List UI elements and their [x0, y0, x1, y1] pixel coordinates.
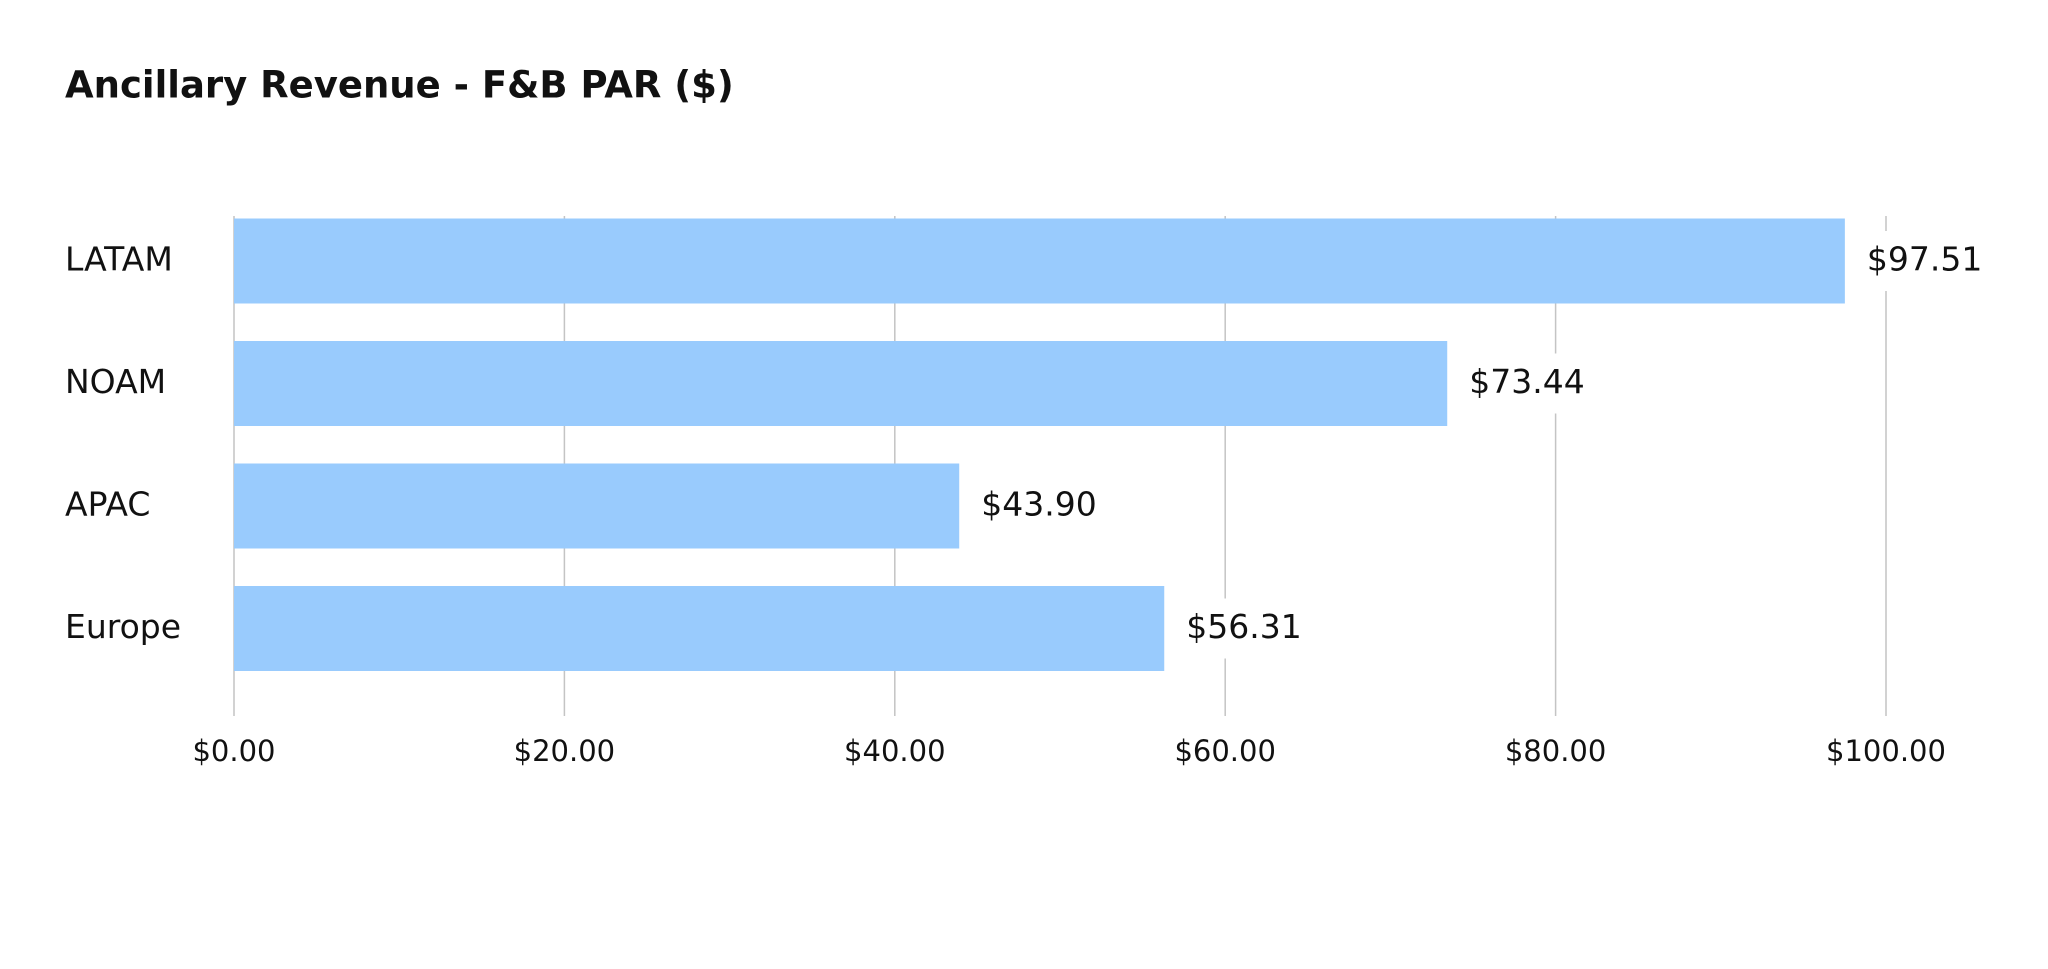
bar	[234, 463, 960, 549]
value-label-bg	[971, 476, 1112, 536]
value-label: $43.90	[981, 485, 1096, 524]
y-tick-label: NOAM	[65, 362, 166, 401]
bar	[234, 218, 1845, 304]
y-tick-label: LATAM	[65, 240, 173, 279]
chart-title: Ancillary Revenue - F&B PAR ($)	[65, 64, 734, 107]
x-tick-label: $100.00	[1826, 734, 1946, 768]
y-tick-label: Europe	[65, 607, 181, 646]
bar	[234, 586, 1165, 671]
x-tick-label: $20.00	[514, 734, 615, 768]
bar	[234, 341, 1448, 426]
value-label-bg	[1856, 231, 1997, 291]
x-tick-label: $80.00	[1505, 734, 1606, 768]
value-label-bg	[1176, 598, 1317, 659]
y-tick-label: APAC	[65, 485, 150, 524]
value-label: $56.31	[1186, 607, 1301, 646]
value-label-bg	[1459, 353, 1600, 414]
value-label: $97.51	[1867, 240, 1982, 279]
x-tick-label: $0.00	[192, 734, 275, 768]
value-label: $73.44	[1469, 362, 1584, 401]
x-tick-label: $40.00	[844, 734, 945, 768]
x-tick-label: $60.00	[1174, 734, 1275, 768]
